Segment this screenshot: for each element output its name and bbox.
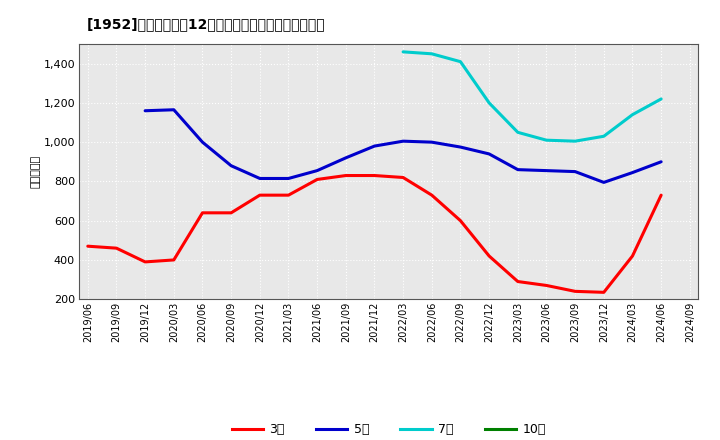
3年 bbox=[341, 173, 350, 178]
3年 bbox=[227, 210, 235, 216]
7年 bbox=[428, 51, 436, 56]
3年 bbox=[169, 257, 178, 263]
7年 bbox=[542, 138, 551, 143]
5年 bbox=[628, 170, 636, 175]
5年 bbox=[657, 159, 665, 165]
5年 bbox=[227, 163, 235, 169]
5年 bbox=[370, 143, 379, 149]
3年 bbox=[428, 193, 436, 198]
Text: [1952]　当期純利益12か月移動合計の標準偏差の推移: [1952] 当期純利益12か月移動合計の標準偏差の推移 bbox=[86, 18, 325, 32]
7年 bbox=[600, 134, 608, 139]
Legend: 3年, 5年, 7年, 10年: 3年, 5年, 7年, 10年 bbox=[227, 418, 551, 440]
3年 bbox=[571, 289, 580, 294]
Y-axis label: （百万円）: （百万円） bbox=[31, 155, 40, 188]
3年 bbox=[485, 253, 493, 259]
3年 bbox=[312, 177, 321, 182]
3年 bbox=[657, 193, 665, 198]
3年 bbox=[370, 173, 379, 178]
5年 bbox=[456, 144, 465, 150]
5年 bbox=[428, 139, 436, 145]
7年 bbox=[399, 49, 408, 55]
5年 bbox=[600, 180, 608, 185]
3年 bbox=[456, 218, 465, 224]
7年 bbox=[571, 139, 580, 144]
3年 bbox=[542, 283, 551, 288]
5年 bbox=[485, 151, 493, 157]
3年 bbox=[399, 175, 408, 180]
5年 bbox=[256, 176, 264, 181]
3年 bbox=[513, 279, 522, 284]
5年 bbox=[399, 139, 408, 144]
5年 bbox=[284, 176, 293, 181]
5年 bbox=[141, 108, 150, 114]
3年 bbox=[198, 210, 207, 216]
7年 bbox=[485, 100, 493, 106]
3年 bbox=[628, 253, 636, 259]
5年 bbox=[513, 167, 522, 172]
7年 bbox=[513, 130, 522, 135]
Line: 5年: 5年 bbox=[145, 110, 661, 183]
3年 bbox=[600, 290, 608, 295]
5年 bbox=[198, 139, 207, 145]
7年 bbox=[628, 112, 636, 117]
5年 bbox=[169, 107, 178, 112]
5年 bbox=[312, 168, 321, 173]
Line: 7年: 7年 bbox=[403, 52, 661, 141]
3年 bbox=[84, 244, 92, 249]
7年 bbox=[657, 96, 665, 102]
5年 bbox=[542, 168, 551, 173]
3年 bbox=[112, 246, 121, 251]
Line: 3年: 3年 bbox=[88, 176, 661, 292]
3年 bbox=[141, 259, 150, 264]
3年 bbox=[284, 193, 293, 198]
5年 bbox=[341, 155, 350, 161]
3年 bbox=[256, 193, 264, 198]
7年 bbox=[456, 59, 465, 64]
5年 bbox=[571, 169, 580, 174]
